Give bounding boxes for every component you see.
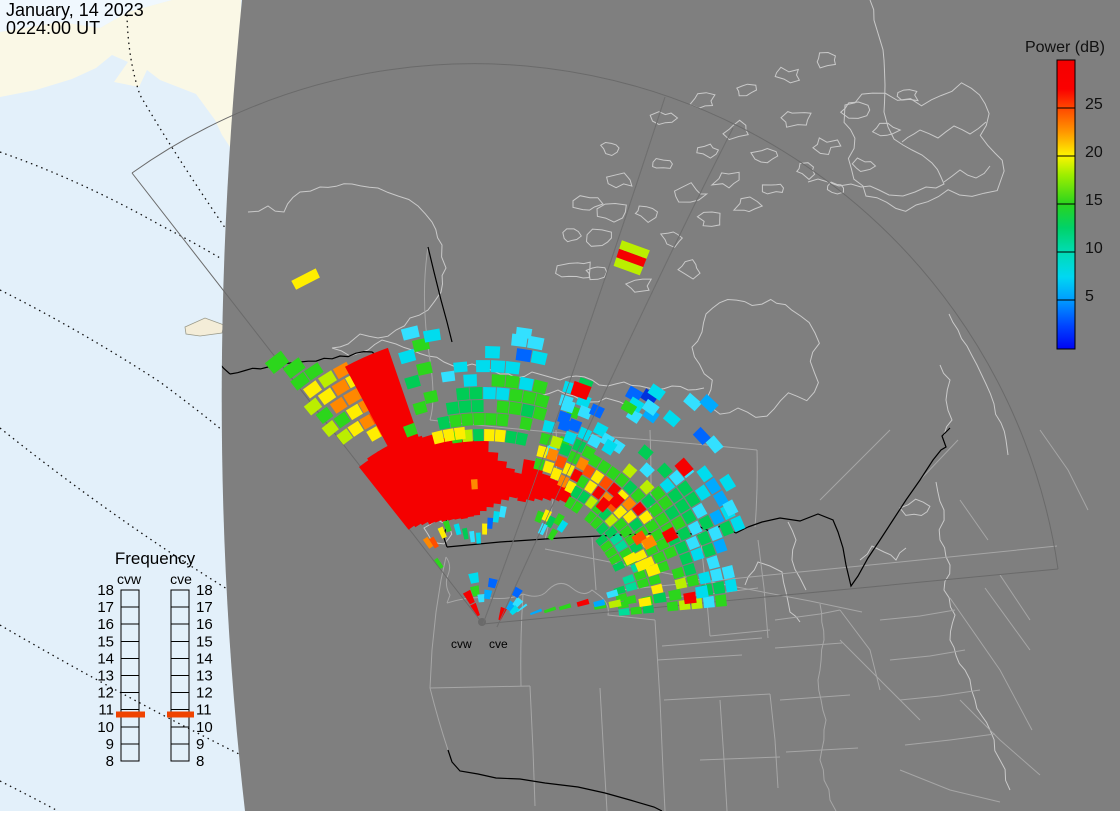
svg-text:14: 14 xyxy=(97,650,114,667)
svg-text:15: 15 xyxy=(97,633,114,650)
svg-text:8: 8 xyxy=(106,753,114,770)
svg-text:Power (dB): Power (dB) xyxy=(1025,39,1105,56)
svg-text:cve: cve xyxy=(489,637,508,651)
svg-text:14: 14 xyxy=(196,650,213,667)
svg-text:13: 13 xyxy=(196,668,213,685)
svg-text:12: 12 xyxy=(196,685,213,702)
svg-text:12: 12 xyxy=(97,685,114,702)
svg-text:Frequency: Frequency xyxy=(115,549,196,568)
svg-text:10: 10 xyxy=(196,719,213,736)
svg-text:5: 5 xyxy=(1085,288,1094,305)
svg-text:17: 17 xyxy=(196,599,213,616)
svg-text:20: 20 xyxy=(1085,144,1103,161)
svg-text:cvw: cvw xyxy=(117,571,142,587)
svg-text:10: 10 xyxy=(97,719,114,736)
svg-text:9: 9 xyxy=(196,736,204,753)
svg-text:25: 25 xyxy=(1085,96,1103,113)
svg-text:11: 11 xyxy=(196,702,212,719)
svg-text:cve: cve xyxy=(170,571,192,587)
svg-text:16: 16 xyxy=(97,616,114,633)
svg-text:16: 16 xyxy=(196,616,213,633)
svg-text:17: 17 xyxy=(97,599,114,616)
svg-text:January, 14 2023: January, 14 2023 xyxy=(6,0,144,20)
svg-text:15: 15 xyxy=(1085,192,1103,209)
svg-text:11: 11 xyxy=(98,702,114,719)
svg-text:13: 13 xyxy=(97,668,114,685)
svg-text:8: 8 xyxy=(196,753,204,770)
svg-text:9: 9 xyxy=(106,736,114,753)
svg-text:18: 18 xyxy=(97,582,114,599)
svg-text:0224:00 UT: 0224:00 UT xyxy=(6,18,100,38)
svg-text:18: 18 xyxy=(196,582,213,599)
svg-text:10: 10 xyxy=(1085,240,1103,257)
svg-text:cvw: cvw xyxy=(451,637,472,651)
svg-text:15: 15 xyxy=(196,633,213,650)
